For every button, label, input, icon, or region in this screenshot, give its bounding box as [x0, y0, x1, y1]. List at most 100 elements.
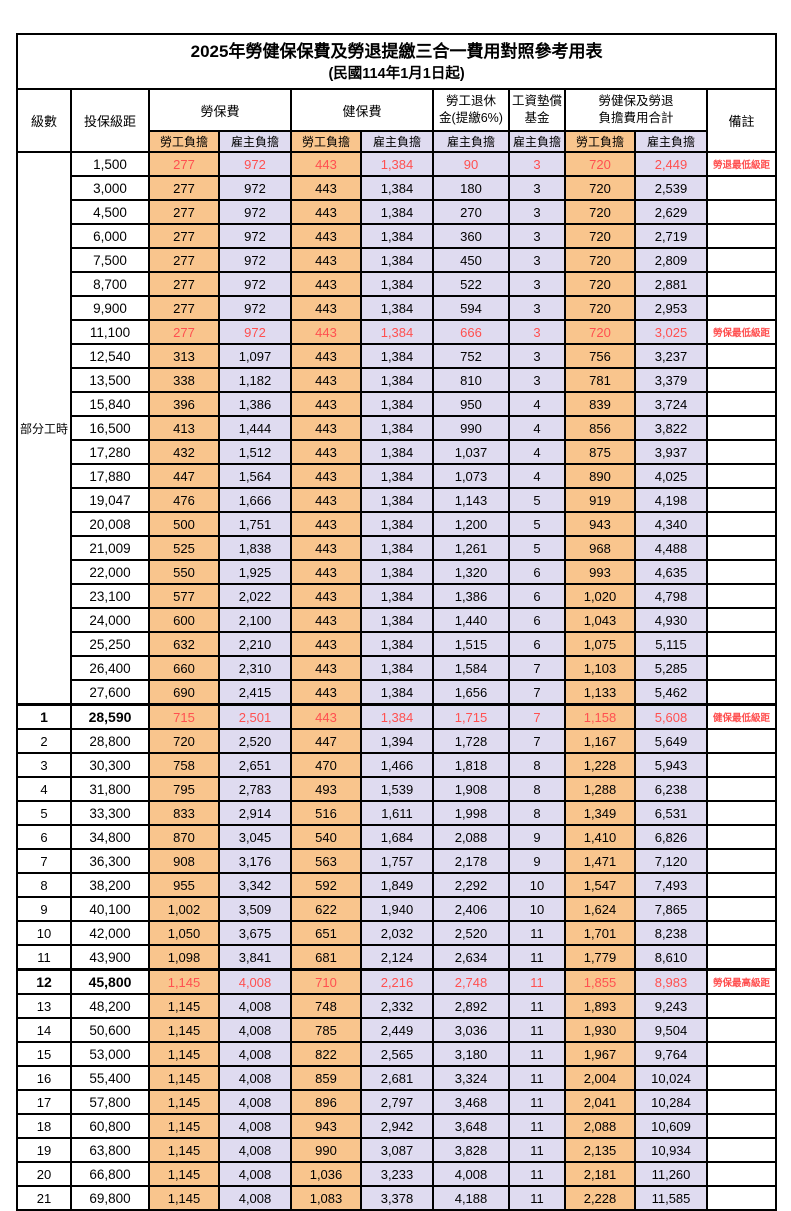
- header-total: 勞健保及勞退 負擔費用合計: [564, 88, 708, 132]
- salary-cell: 20,008: [70, 511, 150, 537]
- labor-employee-cell: 1,145: [148, 1185, 220, 1211]
- salary-cell: 21,009: [70, 535, 150, 561]
- note-cell: [705, 559, 778, 585]
- level-cell: 15: [16, 1041, 72, 1067]
- health-employer-cell: 1,384: [360, 223, 434, 249]
- subheader-health-employee: 勞工負擔: [290, 130, 362, 153]
- health-employee-cell: 443: [290, 391, 362, 417]
- health-employer-cell: 1,539: [360, 776, 434, 802]
- header-health-insurance: 健保費: [290, 88, 434, 132]
- health-employee-cell: 822: [290, 1041, 362, 1067]
- pension-employer-cell: 2,634: [432, 944, 510, 971]
- pension-employer-cell: 450: [432, 247, 510, 273]
- salary-cell: 48,200: [70, 993, 150, 1019]
- total-employee-cell: 1,103: [564, 655, 636, 681]
- level-cell: 17: [16, 1089, 72, 1115]
- total-employer-cell: 3,822: [634, 415, 708, 441]
- note-cell: [705, 1017, 778, 1043]
- total-employer-cell: 2,881: [634, 271, 708, 297]
- table-row: 23,100 577 2,022 443 1,384 1,386 6 1,020 4,798: [17, 583, 778, 609]
- total-employer-cell: 8,610: [634, 944, 708, 971]
- table-row: 3,000 277 972 443 1,384 180 3 720 2,539: [17, 175, 778, 201]
- wage-fund-employer-cell: 5: [508, 535, 566, 561]
- health-employee-cell: 896: [290, 1089, 362, 1115]
- header-wage-arrears-fund: 工資墊償 基金: [508, 88, 566, 132]
- labor-employer-cell: 1,925: [218, 559, 292, 585]
- salary-cell: 17,880: [70, 463, 150, 489]
- health-employer-cell: 2,681: [360, 1065, 434, 1091]
- wage-fund-employer-cell: 11: [508, 1161, 566, 1187]
- wage-fund-employer-cell: 9: [508, 848, 566, 874]
- health-employer-cell: 1,384: [360, 415, 434, 441]
- salary-cell: 12,540: [70, 343, 150, 369]
- health-employer-cell: 1,384: [360, 199, 434, 225]
- total-employer-cell: 3,724: [634, 391, 708, 417]
- labor-employer-cell: 4,008: [218, 1017, 292, 1043]
- header-group-row: 級數 投保級距 勞保費 健保費 勞工退休 金(提繳6%) 工資墊償 基金 勞健保…: [16, 88, 778, 153]
- labor-employee-cell: 660: [148, 655, 220, 681]
- pension-employer-cell: 1,715: [432, 703, 510, 730]
- note-cell: [705, 175, 778, 201]
- table-row: 20 66,800 1,145 4,008 1,036 3,233 4,008 11 2,181…: [16, 1161, 778, 1187]
- salary-cell: 42,000: [70, 920, 150, 946]
- total-employer-cell: 8,983: [634, 968, 708, 995]
- note-cell: [705, 583, 778, 609]
- note-cell: [705, 415, 778, 441]
- salary-cell: 9,900: [70, 295, 150, 321]
- total-employee-cell: 720: [564, 295, 636, 321]
- labor-employer-cell: 1,444: [218, 415, 292, 441]
- labor-employer-cell: 972: [218, 223, 292, 249]
- salary-cell: 7,500: [70, 247, 150, 273]
- wage-fund-employer-cell: 11: [508, 1137, 566, 1163]
- total-employer-cell: 3,237: [634, 343, 708, 369]
- salary-cell: 16,500: [70, 415, 150, 441]
- note-cell: 勞保最低級距: [705, 319, 778, 345]
- labor-employee-cell: 277: [148, 271, 220, 297]
- pension-employer-cell: 90: [432, 151, 510, 177]
- note-cell: [705, 607, 778, 633]
- pension-employer-cell: 180: [432, 175, 510, 201]
- labor-employee-cell: 1,002: [148, 896, 220, 922]
- subheader-labor-employee: 勞工負擔: [148, 130, 220, 153]
- subheader-health-employer: 雇主負擔: [360, 130, 434, 153]
- table-row: 17 57,800 1,145 4,008 896 2,797 3,468 11 2,041 10…: [16, 1089, 778, 1115]
- total-employer-cell: 6,826: [634, 824, 708, 850]
- salary-cell: 23,100: [70, 583, 150, 609]
- labor-employer-cell: 4,008: [218, 1113, 292, 1139]
- total-employer-cell: 6,238: [634, 776, 708, 802]
- labor-employer-cell: 1,666: [218, 487, 292, 513]
- total-employee-cell: 2,181: [564, 1161, 636, 1187]
- table-row: 22,000 550 1,925 443 1,384 1,320 6 993 4,635: [17, 559, 778, 585]
- pension-employer-cell: 3,036: [432, 1017, 510, 1043]
- health-employee-cell: 443: [290, 511, 362, 537]
- labor-employer-cell: 2,520: [218, 728, 292, 754]
- salary-cell: 57,800: [70, 1089, 150, 1115]
- table-row: 16 55,400 1,145 4,008 859 2,681 3,324 11 2,004 10…: [16, 1065, 778, 1091]
- pension-employer-cell: 990: [432, 415, 510, 441]
- wage-fund-employer-cell: 3: [508, 247, 566, 273]
- wage-fund-employer-cell: 3: [508, 319, 566, 345]
- total-employee-cell: 1,043: [564, 607, 636, 633]
- health-employee-cell: 443: [290, 295, 362, 321]
- table-row: 26,400 660 2,310 443 1,384 1,584 7 1,103 5,285: [17, 655, 778, 681]
- total-employee-cell: 781: [564, 367, 636, 393]
- labor-employer-cell: 4,008: [218, 1161, 292, 1187]
- health-employer-cell: 1,384: [360, 391, 434, 417]
- pension-employer-cell: 1,515: [432, 631, 510, 657]
- health-employee-cell: 1,036: [290, 1161, 362, 1187]
- total-employee-cell: 1,779: [564, 944, 636, 971]
- wage-fund-employer-cell: 4: [508, 415, 566, 441]
- health-employer-cell: 1,384: [360, 439, 434, 465]
- salary-cell: 25,250: [70, 631, 150, 657]
- wage-fund-employer-cell: 3: [508, 151, 566, 177]
- header-labor-pension: 勞工退休 金(提繳6%): [432, 88, 510, 132]
- total-employee-cell: 1,167: [564, 728, 636, 754]
- wage-fund-employer-cell: 3: [508, 367, 566, 393]
- salary-cell: 63,800: [70, 1137, 150, 1163]
- total-employee-cell: 720: [564, 271, 636, 297]
- labor-employer-cell: 4,008: [218, 968, 292, 995]
- total-employer-cell: 9,504: [634, 1017, 708, 1043]
- wage-fund-employer-cell: 6: [508, 559, 566, 585]
- labor-employee-cell: 758: [148, 752, 220, 778]
- table-row: 7,500 277 972 443 1,384 450 3 720 2,809: [17, 247, 778, 273]
